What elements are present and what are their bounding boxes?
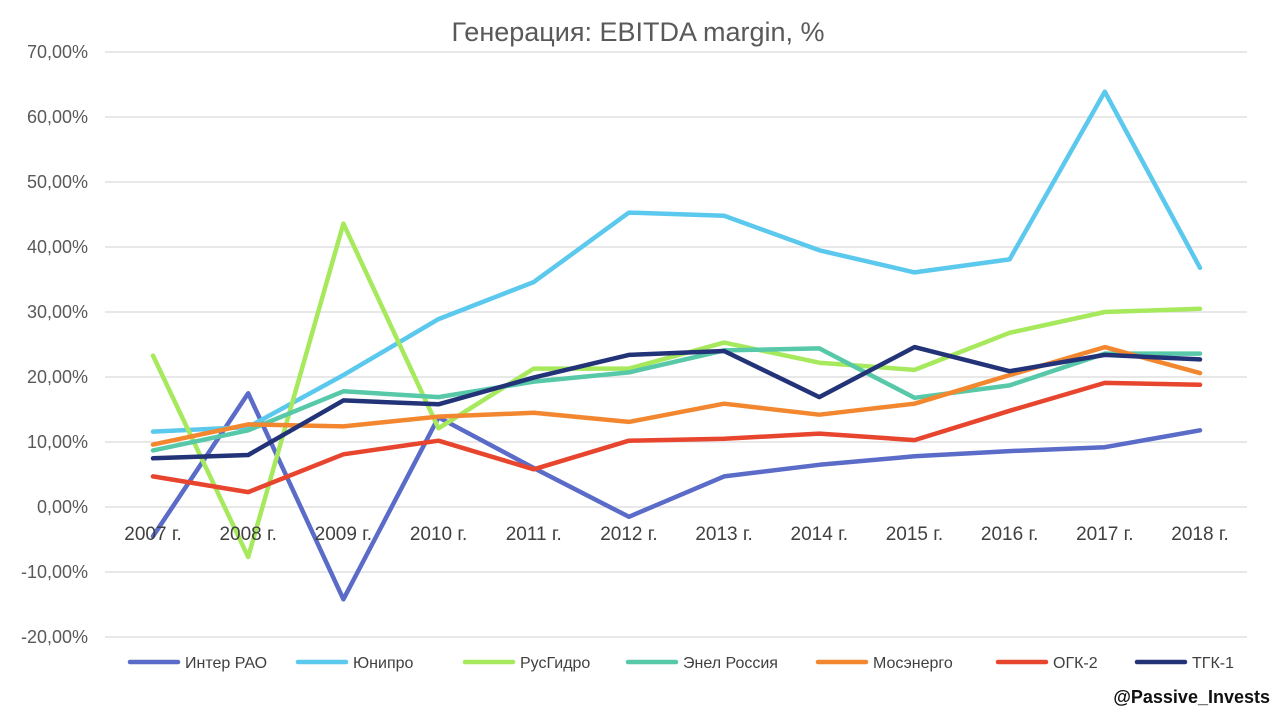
y-tick-label: 20,00% bbox=[27, 367, 88, 387]
y-tick-label: -20,00% bbox=[21, 627, 88, 647]
y-tick-label: 50,00% bbox=[27, 172, 88, 192]
legend-label: ТГК-1 bbox=[1192, 655, 1234, 672]
y-tick-label: 60,00% bbox=[27, 107, 88, 127]
series-line bbox=[150, 346, 1203, 453]
legend-label: ОГК-2 bbox=[1053, 655, 1098, 672]
x-axis-labels: 2007 г. 2008 г. 2009 г. 2010 г. 2011 г. 2012 … bbox=[124, 524, 1228, 545]
legend-label: РусГидро bbox=[520, 655, 590, 672]
y-tick-label: 40,00% bbox=[27, 237, 88, 257]
x-tick-label: 2010 г. bbox=[410, 524, 467, 545]
chart-title: Генерация: EBITDA margin, % bbox=[451, 17, 824, 47]
legend-label: Юнипро bbox=[353, 655, 414, 672]
x-tick-label: 2013 г. bbox=[695, 524, 752, 545]
y-tick-label: 0,00% bbox=[37, 497, 88, 517]
series-line bbox=[150, 89, 1203, 434]
y-tick-label: 30,00% bbox=[27, 302, 88, 322]
x-tick-label: 2011 г. bbox=[506, 524, 562, 545]
x-tick-label: 2008 г. bbox=[219, 524, 276, 545]
x-tick-label: 2016 г. bbox=[981, 524, 1038, 545]
series-line bbox=[150, 380, 1203, 495]
series-line bbox=[150, 221, 1203, 560]
y-tick-label: 70,00% bbox=[27, 42, 88, 62]
series-line bbox=[150, 344, 1203, 461]
x-tick-label: 2017 г. bbox=[1076, 524, 1133, 545]
x-tick-label: 2012 г. bbox=[600, 524, 657, 545]
y-tick-label: -10,00% bbox=[21, 562, 88, 582]
x-tick-label: 2018 г. bbox=[1171, 524, 1228, 545]
legend-label: Мосэнерго bbox=[873, 655, 953, 672]
gridlines bbox=[105, 51, 1247, 638]
legend: Интер РАО Юнипро РусГидро Энел Россия Мосэне… bbox=[127, 655, 1234, 672]
y-axis-labels: 70,00% 60,00% 50,00% 40,00% 30,00% 20,00% 10,0… bbox=[21, 42, 88, 647]
x-tick-label: 2007 г. bbox=[124, 524, 181, 545]
x-tick-label: 2014 г. bbox=[791, 524, 848, 545]
y-tick-label: 10,00% bbox=[27, 432, 88, 452]
legend-label: Энел Россия bbox=[683, 655, 778, 672]
x-tick-label: 2015 г. bbox=[886, 524, 943, 545]
series-line bbox=[150, 391, 1203, 602]
x-tick-label: 2009 г. bbox=[315, 524, 372, 545]
watermark: @Passive_Invests bbox=[1113, 687, 1270, 707]
series-lines bbox=[150, 89, 1203, 602]
legend-label: Интер РАО bbox=[185, 655, 267, 672]
